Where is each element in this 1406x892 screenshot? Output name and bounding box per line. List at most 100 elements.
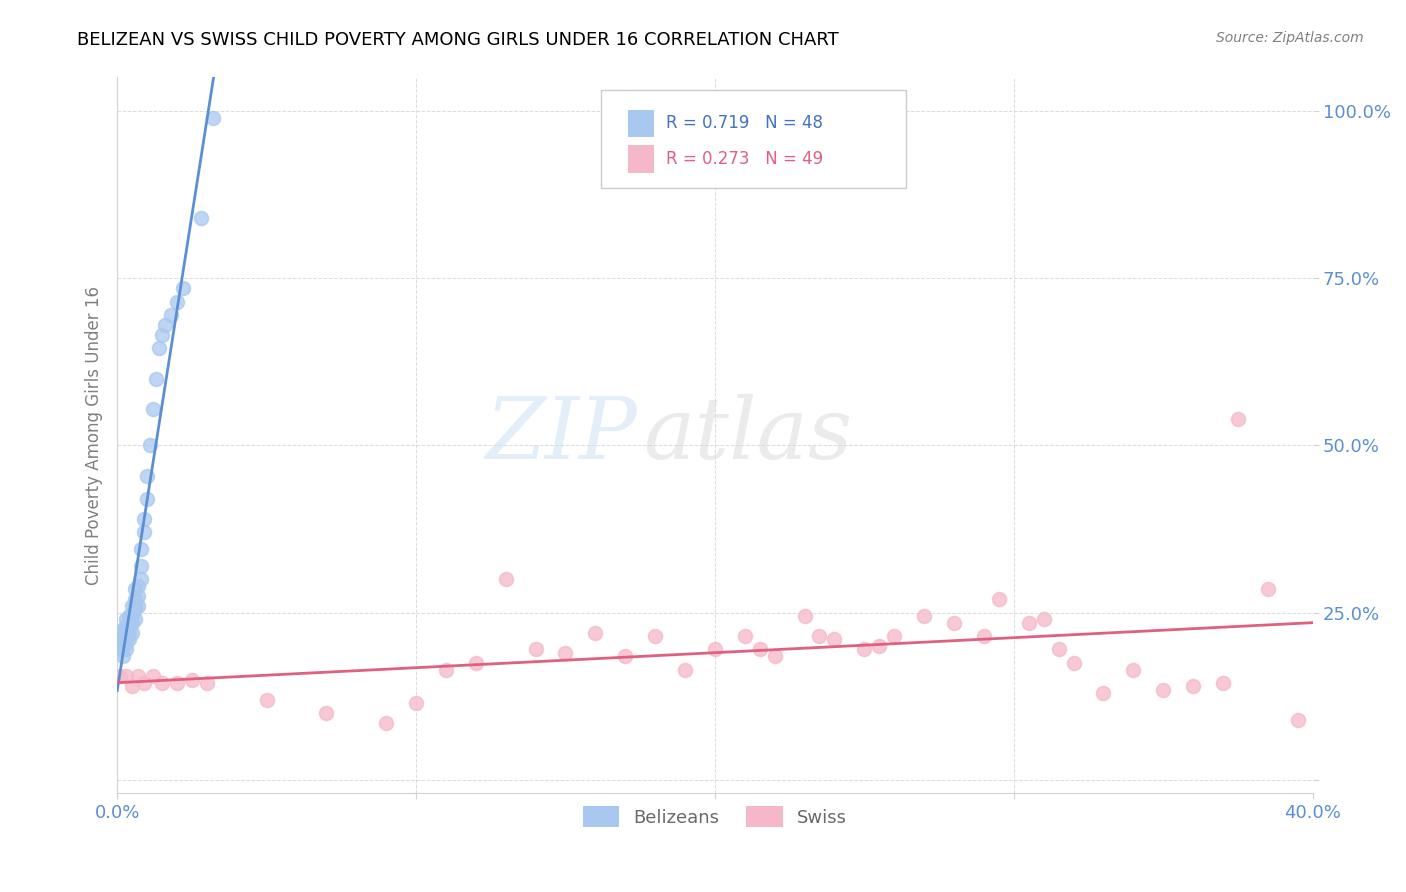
Point	[121, 615, 143, 630]
Point	[108, 632, 131, 647]
Point	[942, 615, 965, 630]
Point	[1286, 713, 1309, 727]
Point	[112, 639, 135, 653]
Point	[823, 632, 845, 647]
Point	[190, 211, 212, 225]
Point	[1032, 612, 1054, 626]
Bar	[627, 110, 654, 136]
Point	[115, 669, 138, 683]
Point	[124, 599, 146, 613]
Point	[1257, 582, 1279, 597]
Point	[129, 558, 152, 573]
Point	[793, 609, 815, 624]
Point	[142, 669, 165, 683]
Point	[495, 572, 517, 586]
Point	[108, 625, 131, 640]
Point	[115, 642, 138, 657]
Point	[1018, 615, 1040, 630]
Text: Source: ZipAtlas.com: Source: ZipAtlas.com	[1216, 31, 1364, 45]
Point	[195, 676, 218, 690]
Point	[112, 632, 135, 647]
Point	[1182, 679, 1205, 693]
Point	[129, 572, 152, 586]
FancyBboxPatch shape	[602, 89, 905, 188]
Point	[166, 676, 188, 690]
Point	[115, 612, 138, 626]
Point	[118, 632, 141, 647]
Point	[166, 294, 188, 309]
Point	[434, 663, 457, 677]
Point	[112, 623, 135, 637]
Point	[127, 669, 149, 683]
Point	[121, 625, 143, 640]
Point	[524, 642, 547, 657]
Point	[115, 625, 138, 640]
Point	[148, 342, 170, 356]
Bar	[627, 145, 654, 173]
Point	[127, 599, 149, 613]
Point	[124, 592, 146, 607]
Point	[124, 612, 146, 626]
Y-axis label: Child Poverty Among Girls Under 16: Child Poverty Among Girls Under 16	[86, 286, 103, 585]
Point	[115, 619, 138, 633]
Point	[124, 602, 146, 616]
Point	[121, 609, 143, 624]
Point	[703, 642, 725, 657]
Point	[673, 663, 696, 677]
Point	[139, 438, 162, 452]
Point	[554, 646, 576, 660]
Point	[1212, 676, 1234, 690]
Legend: Belizeans, Swiss: Belizeans, Swiss	[575, 799, 855, 834]
Point	[614, 649, 637, 664]
Point	[748, 642, 770, 657]
Point	[108, 629, 131, 643]
Point	[201, 111, 224, 125]
Point	[136, 491, 159, 506]
Point	[112, 629, 135, 643]
Point	[136, 468, 159, 483]
Point	[150, 328, 173, 343]
Text: BELIZEAN VS SWISS CHILD POVERTY AMONG GIRLS UNDER 16 CORRELATION CHART: BELIZEAN VS SWISS CHILD POVERTY AMONG GI…	[77, 31, 839, 49]
Point	[172, 281, 194, 295]
Point	[583, 625, 606, 640]
Point	[153, 318, 176, 332]
Point	[127, 589, 149, 603]
Text: R = 0.273   N = 49: R = 0.273 N = 49	[666, 150, 823, 168]
Point	[375, 716, 398, 731]
Point	[118, 625, 141, 640]
Point	[118, 619, 141, 633]
Point	[160, 308, 183, 322]
Text: ZIP: ZIP	[485, 394, 637, 476]
Point	[1152, 682, 1174, 697]
Point	[405, 696, 427, 710]
Point	[1122, 663, 1144, 677]
Point	[132, 676, 155, 690]
Point	[121, 599, 143, 613]
Point	[644, 629, 666, 643]
Point	[129, 542, 152, 557]
Point	[1063, 656, 1085, 670]
Point	[315, 706, 337, 720]
Point	[124, 582, 146, 597]
Point	[180, 673, 202, 687]
Point	[973, 629, 995, 643]
Point	[1226, 411, 1249, 425]
Point	[734, 629, 756, 643]
Point	[121, 679, 143, 693]
Point	[1092, 686, 1115, 700]
Point	[112, 649, 135, 664]
Point	[115, 636, 138, 650]
Point	[118, 609, 141, 624]
Point	[763, 649, 786, 664]
Point	[853, 642, 876, 657]
Point	[142, 401, 165, 416]
Text: atlas: atlas	[643, 394, 852, 476]
Point	[987, 592, 1010, 607]
Point	[1047, 642, 1070, 657]
Point	[464, 656, 486, 670]
Point	[127, 579, 149, 593]
Point	[912, 609, 935, 624]
Point	[132, 525, 155, 540]
Point	[132, 512, 155, 526]
Point	[883, 629, 905, 643]
